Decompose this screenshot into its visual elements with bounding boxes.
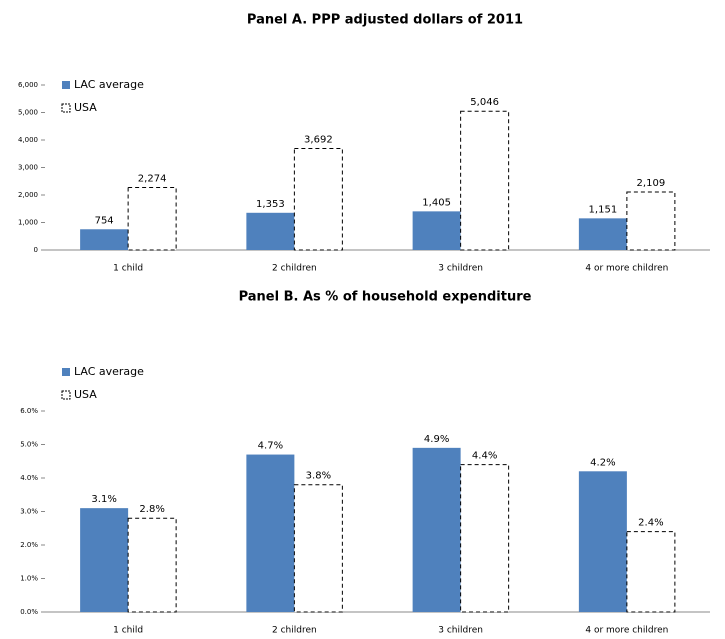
x-tick-label: 3 children [438,626,483,636]
x-tick-label: 2 children [272,264,317,274]
legend-label: LAC average [74,365,144,378]
bar [460,110,510,251]
bar [246,454,295,612]
data-label: 754 [95,215,114,226]
y-tick-label: 4.0% [20,474,38,482]
legend-label: USA [74,388,97,401]
data-label: 2.8% [139,504,164,515]
y-tick-label: 2,000 [18,191,38,199]
data-label: 2.4% [638,518,663,529]
bar [412,447,461,612]
data-label: 1,151 [589,204,618,215]
data-label: 4.4% [472,451,497,462]
bar [460,464,510,613]
chart-title: Panel B. As % of household expenditure [239,290,532,305]
bar [578,218,627,250]
y-tick-label: 4,000 [18,136,38,144]
bar [412,211,461,250]
chart-title: Panel A. PPP adjusted dollars of 2011 [247,13,523,28]
legend-swatch [61,103,71,113]
data-label: 4.9% [424,434,449,445]
data-label: 1,405 [422,197,451,208]
y-tick-label: 1,000 [18,219,38,227]
legend-swatch [61,390,71,400]
x-tick-label: 1 child [113,626,143,636]
y-tick-label: 6,000 [18,81,38,89]
y-tick-label: 5.0% [20,441,38,449]
data-label: 3.8% [306,471,331,482]
bar [578,471,627,612]
legend-swatch [62,81,70,89]
bar [626,191,676,251]
bar [293,484,343,613]
data-label: 4.7% [258,441,283,452]
y-tick-label: 6.0% [20,407,38,415]
y-tick-label: 3,000 [18,164,38,172]
legend-label: LAC average [74,78,144,91]
bar [626,531,676,613]
x-tick-label: 4 or more children [585,264,668,274]
y-tick-label: 2.0% [20,541,38,549]
x-tick-label: 1 child [113,264,143,274]
legend-swatch [62,368,70,376]
data-label: 3.1% [91,494,116,505]
bar [246,212,295,250]
data-label: 4.2% [590,457,615,468]
data-label: 2,274 [138,173,167,184]
data-label: 5,046 [470,97,499,108]
x-tick-label: 4 or more children [585,626,668,636]
data-label: 1,353 [256,199,285,210]
y-tick-label: 5,000 [18,109,38,117]
data-label: 2,109 [637,178,666,189]
y-tick-label: 1.0% [20,575,38,583]
x-tick-label: 3 children [438,264,483,274]
bar [293,147,343,251]
bar [127,517,177,613]
bar [127,186,177,251]
y-tick-label: 3.0% [20,508,38,516]
data-label: 3,692 [304,134,333,145]
y-tick-label: 0.0% [20,608,38,616]
x-tick-label: 2 children [272,626,317,636]
bar [80,229,129,250]
bar [80,508,129,612]
y-tick-label: 0 [34,246,38,254]
legend-label: USA [74,101,97,114]
